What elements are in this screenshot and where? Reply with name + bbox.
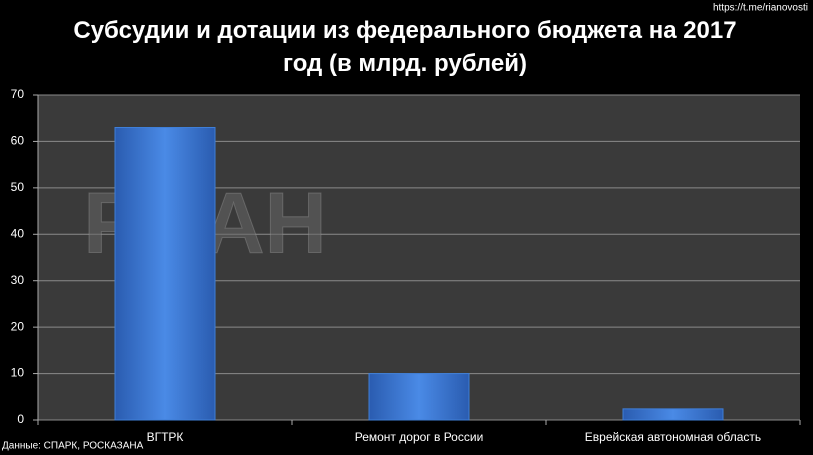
bar xyxy=(622,408,724,421)
y-tick-label: 0 xyxy=(17,412,24,426)
y-tick-label: 10 xyxy=(11,366,25,380)
y-tick-label: 30 xyxy=(11,273,25,287)
x-tick-label: Еврейская автономная область xyxy=(585,430,761,444)
chart-title: Субсудии и дотации из федерального бюдже… xyxy=(73,17,737,77)
y-tick-label: 20 xyxy=(11,319,25,333)
x-tick-label: Ремонт дорог в России xyxy=(355,430,484,444)
y-tick-label: 70 xyxy=(11,87,25,101)
x-tick-label: ВГТРК xyxy=(147,430,184,444)
link: https://t.me/rianovosti xyxy=(713,3,808,14)
bar xyxy=(114,127,216,421)
y-tick-label: 50 xyxy=(11,180,25,194)
y-tick-label: 40 xyxy=(11,226,25,240)
bar xyxy=(368,373,470,421)
y-tick-label: 60 xyxy=(11,134,25,148)
source: Данные: СПАРК, РОСКАЗАНА xyxy=(2,441,144,452)
